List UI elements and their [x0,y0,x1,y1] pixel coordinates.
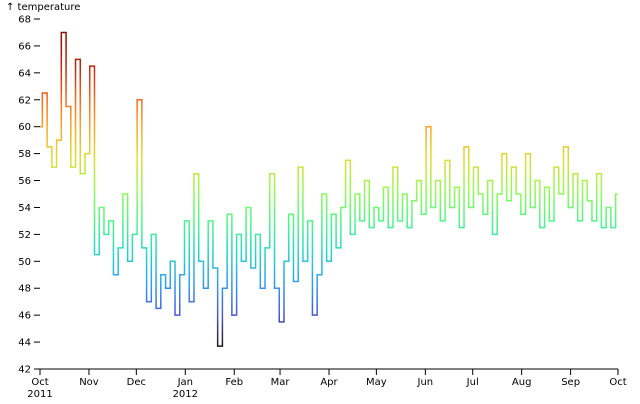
x-tick-label: Oct [31,377,48,388]
x-tick-label: Apr [320,377,338,388]
y-tick-label: 66 [18,41,31,52]
temperature-line [40,31,618,347]
y-tick-label: 52 [18,230,31,241]
x-tick-label: Mar [271,377,291,388]
y-tick-label: 60 [18,122,31,133]
x-tick-label: May [366,377,387,388]
x-year-label: 2011 [27,389,52,400]
y-tick-label: 42 [18,365,31,376]
x-tick-label: Jun [417,377,434,388]
y-tick-label: 68 [18,15,31,26]
y-tick-label: 46 [18,311,31,322]
x-tick-label: Oct [609,377,626,388]
y-tick-label: 54 [18,203,31,214]
y-tick-label: 48 [18,284,31,295]
y-axis-label: ↑ temperature [6,2,80,13]
y-tick-label: 44 [18,338,31,349]
y-tick-label: 50 [18,257,31,268]
x-tick-label: Aug [512,377,532,388]
x-tick-label: Nov [79,377,99,388]
x-tick-label: Feb [225,377,243,388]
x-year-label: 2012 [173,389,198,400]
x-tick-label: Dec [127,377,146,388]
x-tick-label: Jul [466,377,479,388]
y-tick-label: 64 [18,68,31,79]
x-tick-label: Jan [177,377,193,388]
y-tick-label: 56 [18,176,31,187]
x-tick-label: Sep [561,377,580,388]
y-tick-label: 62 [18,95,31,106]
y-tick-label: 58 [18,149,31,160]
